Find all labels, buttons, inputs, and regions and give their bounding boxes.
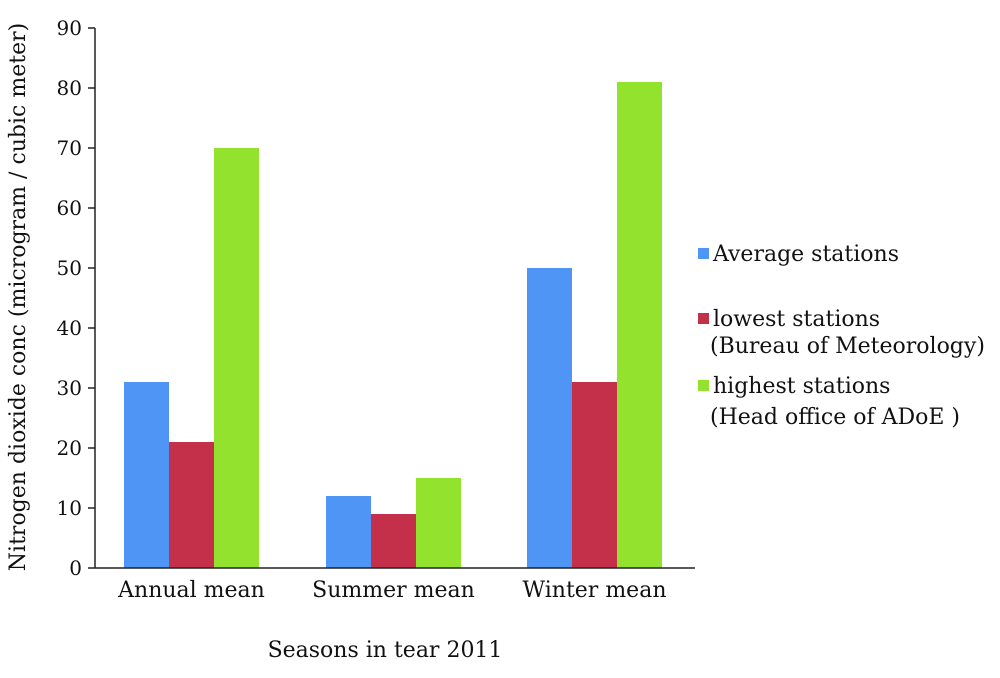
y-tick-label: 0 [69,556,82,580]
legend-swatch-highest [698,380,709,391]
x-axis-categories: Annual mean Summer mean Winter mean [117,578,666,603]
x-category-label: Winter mean [523,578,667,603]
legend-swatch-average [698,248,709,259]
y-tick-label: 80 [57,76,82,100]
bar-annual-mean-series-0 [124,382,169,568]
y-axis-title: Nitrogen dioxide conc (microgram / cubic… [6,23,31,571]
legend-sublabel-lowest: (Bureau of Meteorology) [710,334,985,359]
bar-summer-mean-series-2 [416,478,461,568]
y-tick-label: 70 [57,136,82,160]
y-tick-label: 50 [57,256,82,280]
legend-label-lowest: lowest stations [713,307,880,332]
y-tick-label: 30 [57,376,82,400]
legend-sublabel-highest: (Head office of ADoE ) [710,405,960,430]
y-tick-label: 40 [57,316,82,340]
bar-winter-mean-series-0 [527,268,572,568]
legend: Average stations lowest stations (Bureau… [698,242,985,430]
bar-annual-mean-series-1 [169,442,214,568]
legend-label-highest: highest stations [713,374,890,399]
bar-summer-mean-series-0 [326,496,371,568]
legend-swatch-lowest [698,313,709,324]
y-tick-label: 20 [57,436,82,460]
bar-annual-mean-series-2 [214,148,259,568]
y-tick-label: 60 [57,196,82,220]
bars-group [124,82,662,568]
x-axis-title: Seasons in tear 2011 [268,638,503,663]
y-tick-label: 90 [57,16,82,40]
legend-label-average: Average stations [712,242,899,267]
y-axis-ticks: 0 10 20 30 40 50 60 70 80 90 [57,16,95,580]
y-tick-label: 10 [57,496,82,520]
bar-winter-mean-series-2 [617,82,662,568]
x-category-label: Annual mean [117,578,265,603]
x-category-label: Summer mean [312,578,475,603]
bar-summer-mean-series-1 [371,514,416,568]
bar-winter-mean-series-1 [572,382,617,568]
